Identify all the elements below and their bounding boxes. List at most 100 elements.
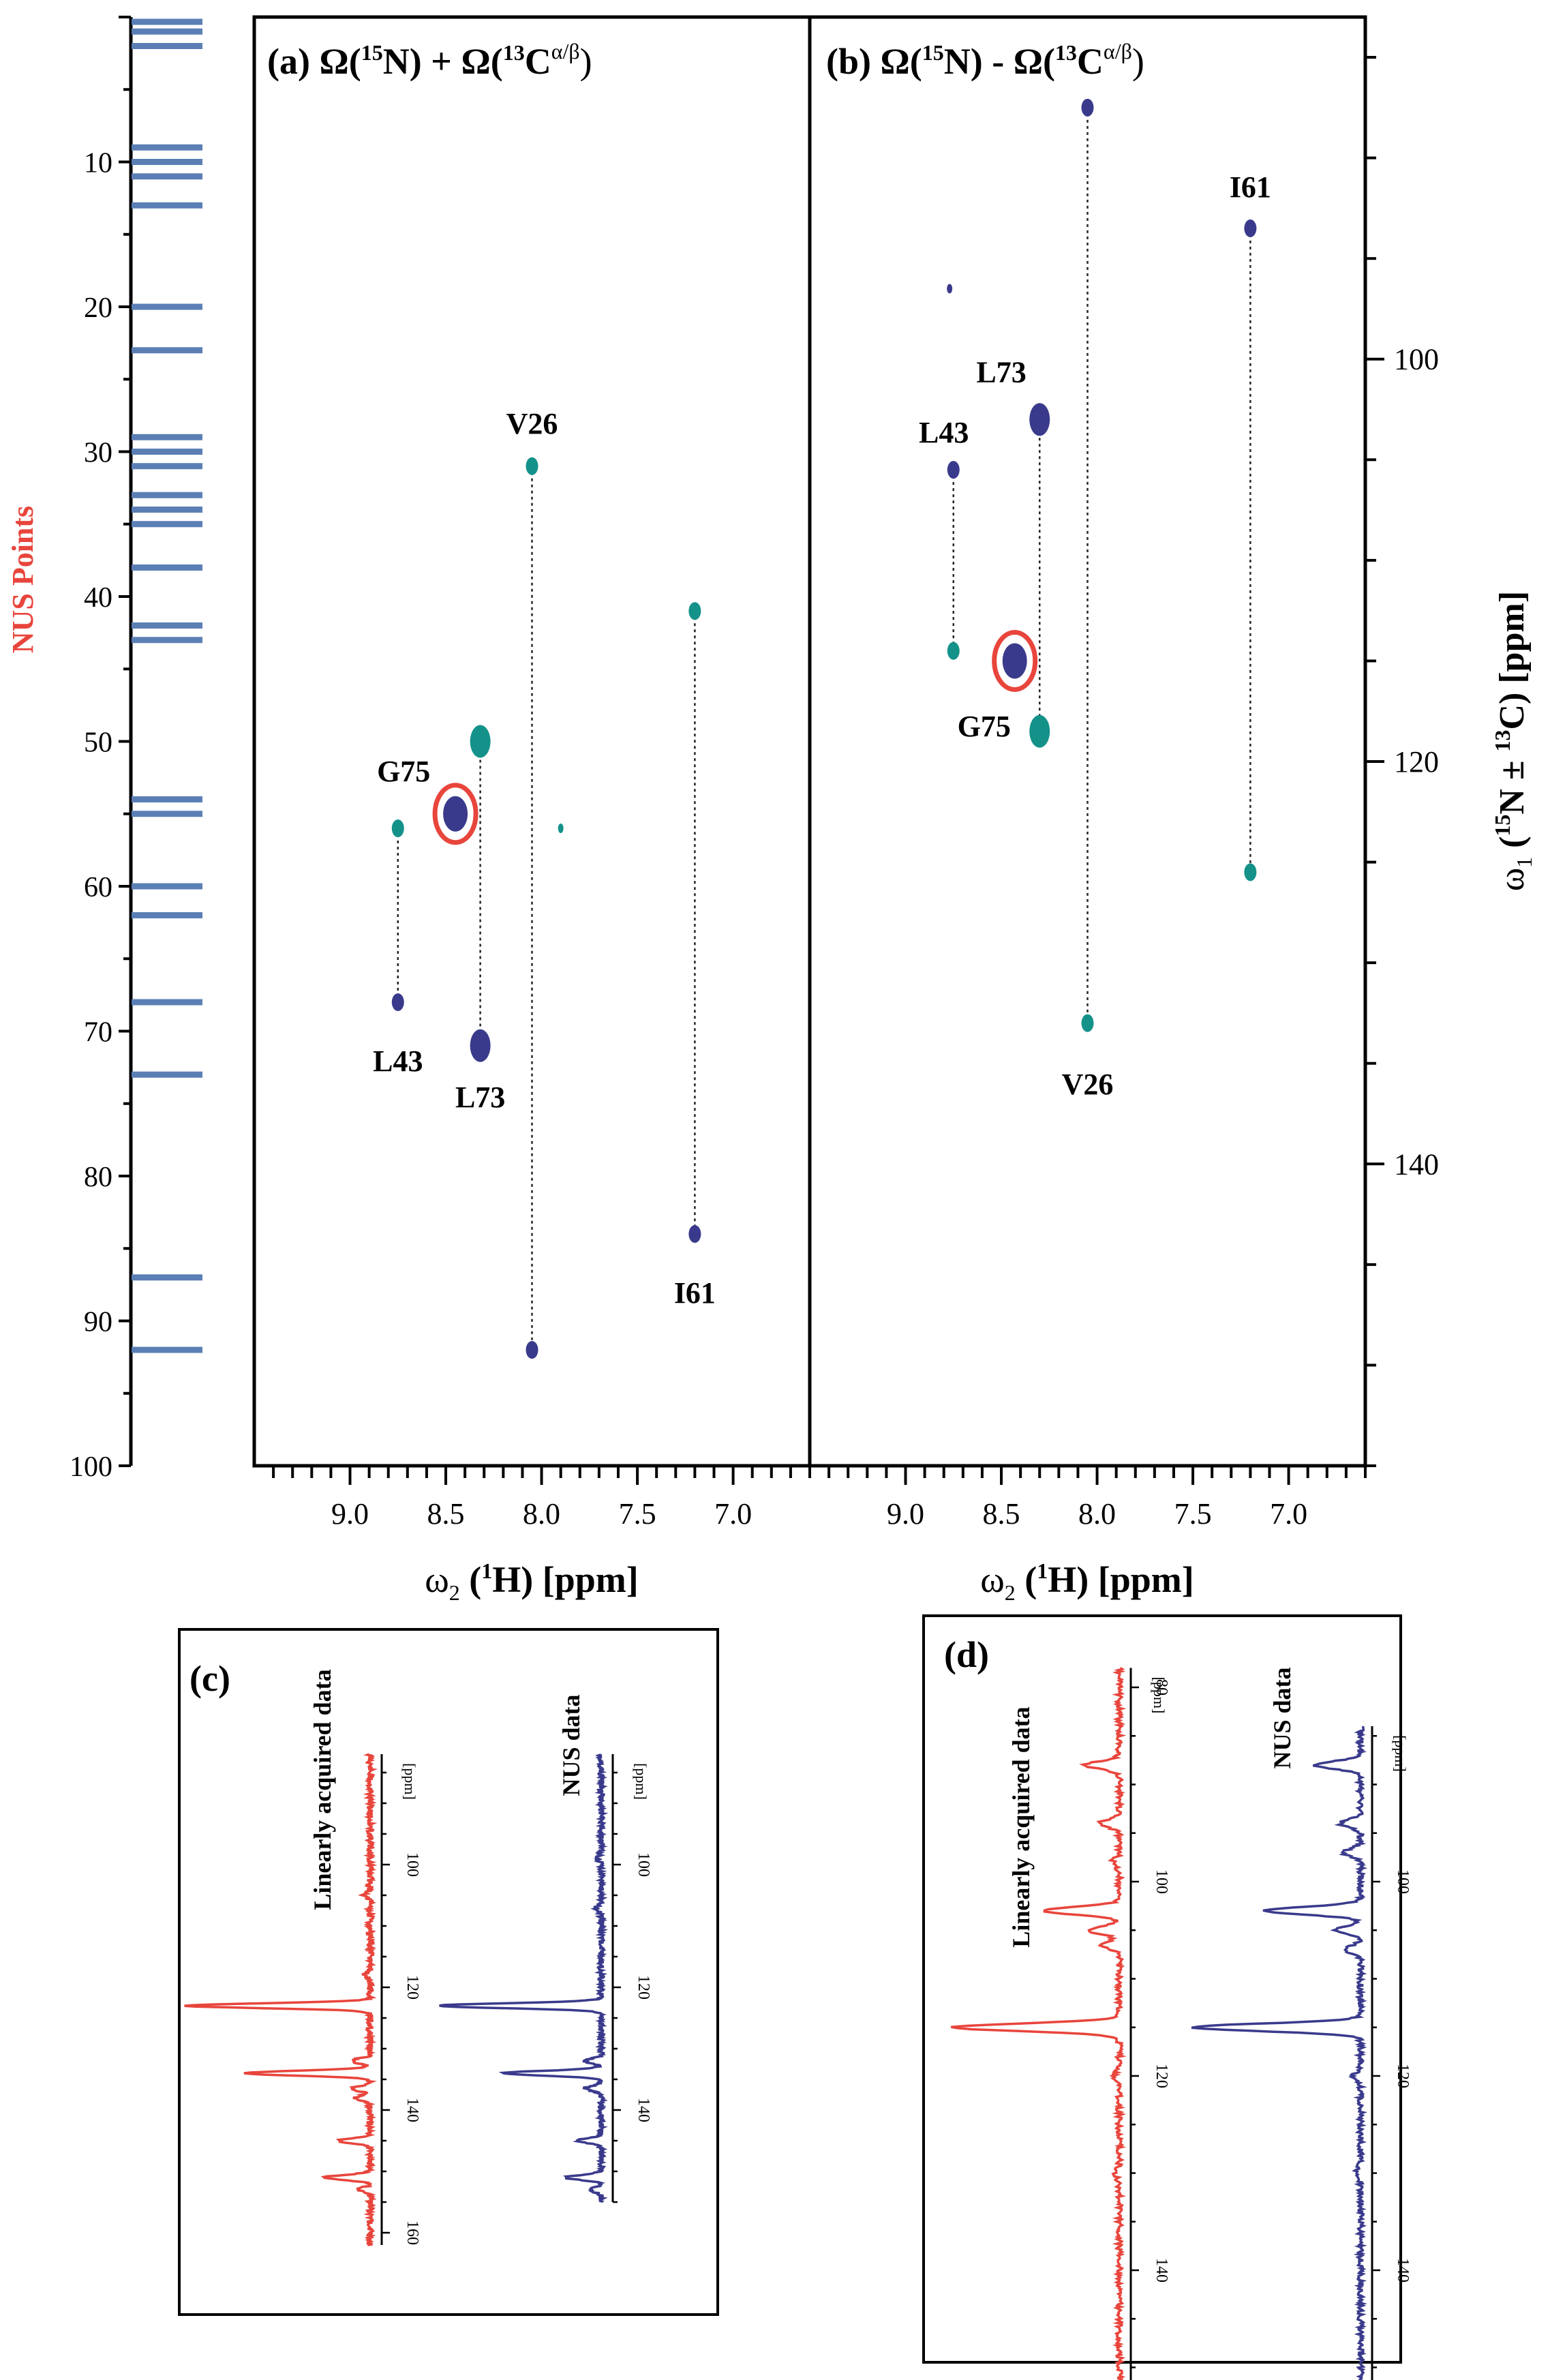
panel-d-nus-series-label: NUS data xyxy=(1268,1667,1296,1768)
nus-tick-label: 80 xyxy=(84,1162,112,1193)
panel-a-peak-label-v26: V26 xyxy=(506,407,558,440)
panel-b-y-tick-label: 100 xyxy=(1394,343,1439,376)
panel-d-linear-tick-label: 100 xyxy=(1153,1869,1170,1894)
panel-b-x-tick-label: 8.5 xyxy=(983,1497,1020,1531)
nus-tick-label: 10 xyxy=(84,148,112,179)
panel-d-plot: 80100120140160[ppm]Linearly acquired dat… xyxy=(950,1667,1412,2380)
nus-tick-label: 40 xyxy=(84,582,112,614)
panel-b-peak-v26 xyxy=(1081,98,1094,117)
panel-b-xlabel-sup: 1 xyxy=(1037,1558,1048,1583)
panel-a-xlabel-part2: H) [ppm] xyxy=(492,1559,639,1600)
nus-tick-label: 90 xyxy=(84,1307,112,1338)
panel-d-nus-unit-label: [ppm] xyxy=(1392,1735,1409,1772)
panel-a-peak-label-g75: G75 xyxy=(377,755,430,788)
panel-d-linear-tick-label: 140 xyxy=(1153,2258,1170,2283)
panel-d-frame xyxy=(922,1614,1402,2364)
panel-a-peak-label-l73: L73 xyxy=(455,1081,505,1114)
panel-a-xlabel-omega: ω xyxy=(425,1559,449,1600)
panel-a-title-part4: ) xyxy=(580,41,592,82)
panel-a-peak-l43 xyxy=(391,993,404,1011)
panel-b-x-tick-label: 7.0 xyxy=(1270,1497,1307,1531)
panel-c-frame xyxy=(178,1628,719,2316)
panel-d-nus-trace xyxy=(1191,1726,1368,2380)
panel-b-peak-l43 xyxy=(947,461,960,479)
panel-b-peak-artifact xyxy=(947,284,953,294)
nus-tick-label: 30 xyxy=(84,438,112,469)
panel-b-title-part4: ) xyxy=(1132,41,1144,82)
panel-a-peak-l73 xyxy=(470,1029,491,1062)
panel-c-nus-tick-label: 100 xyxy=(635,1852,652,1877)
panel-a-x-tick-label: 8.0 xyxy=(523,1497,560,1531)
panel-d-linear-trace xyxy=(950,1667,1127,2380)
panel-d-nus-tick-label: 100 xyxy=(1394,1869,1412,1894)
panel-b-peak-l43 xyxy=(947,642,960,660)
panel-c-linear-series-label: Linearly acquired data xyxy=(309,1669,336,1910)
panel-b-xlabel: ω2 (1H) [ppm] xyxy=(980,1558,1194,1605)
panel-a-xlabel: ω2 (1H) [ppm] xyxy=(425,1558,639,1605)
nus-tick-label: 70 xyxy=(84,1017,112,1049)
panel-b-ylabel-omega: ω xyxy=(1493,868,1532,891)
nus-axis-label: NUS Points xyxy=(6,506,40,653)
panel-b-y-tick-label: 140 xyxy=(1394,1147,1439,1181)
panel-b-ylabel-part3: C) [ppm] xyxy=(1493,591,1532,730)
panel-b-x-tick-label: 7.5 xyxy=(1174,1497,1212,1531)
panel-c-linear-tick-label: 120 xyxy=(404,1975,421,2000)
panel-a-peak-l43 xyxy=(391,819,404,837)
panel-d-linear-tick-label: 80 xyxy=(1153,1679,1170,1696)
nus-tick-label: 20 xyxy=(84,292,112,324)
panel-a-title-part3: C xyxy=(525,41,551,82)
panel-b-title-sup3: α/β xyxy=(1104,39,1132,63)
panel-c-nus-tick-label: 140 xyxy=(635,2098,652,2122)
panel-b-peak-label-v26: V26 xyxy=(1062,1068,1114,1101)
panel-c-linear-tick-label: 160 xyxy=(404,2220,421,2245)
panel-b-frame xyxy=(808,15,1367,1468)
panel-b-peak-l73 xyxy=(1029,403,1050,436)
panel-b-ylabel-sup1: 15 xyxy=(1490,815,1515,837)
panel-a-peak-v26 xyxy=(526,1341,538,1359)
panel-b-peak-g75 xyxy=(1002,643,1027,679)
panel-b-peak-v26 xyxy=(1081,1014,1094,1032)
panel-a-peak-l73 xyxy=(470,725,491,758)
panel-a-title-part2: N) + Ω( xyxy=(383,41,503,82)
panel-a-peak-label-l43: L43 xyxy=(373,1044,423,1078)
panel-c-plot: 100 120 140 160 [ppm] Linearly acquired data 1… xyxy=(184,1669,652,2246)
panel-a-highlight-circle xyxy=(432,783,478,845)
panel-b-xlabel-part2: H) [ppm] xyxy=(1048,1559,1194,1600)
panel-d-linear-unit-label: [ppm] xyxy=(1151,1677,1168,1714)
panel-b-peak-label-l73: L73 xyxy=(976,355,1026,389)
nus-tick-label: 60 xyxy=(84,872,112,903)
panel-a-x-tick-label: 9.0 xyxy=(331,1497,369,1531)
panel-c-linear-unit-label: [ppm] xyxy=(401,1763,419,1800)
nus-tick-label: 100 xyxy=(70,1451,112,1483)
panel-c-nus-tick-label: 120 xyxy=(635,1975,652,2000)
panel-b-x-tick-label: 8.0 xyxy=(1078,1497,1116,1531)
panel-b-title-part1: (b) Ω( xyxy=(826,41,922,82)
panel-b-highlight-circle xyxy=(992,629,1038,692)
panel-d-nus-tick-label: 120 xyxy=(1394,2064,1412,2088)
panel-a-title: (a) Ω(15N) + Ω(13Cα/β) xyxy=(267,39,592,82)
panel-b-right-axis: 100 120 140 xyxy=(1365,56,1439,1467)
panel-b-title: (b) Ω(15N) - Ω(13Cα/β) xyxy=(826,39,1144,82)
panel-a-xlabel-sub: 2 xyxy=(449,1580,460,1605)
panel-b-title-part2: N) - Ω( xyxy=(944,41,1055,82)
panel-b-peak-l73 xyxy=(1029,714,1050,748)
panel-b-ylabel-part1: ( xyxy=(1493,837,1532,857)
panel-b-x-tick-label: 9.0 xyxy=(887,1497,924,1531)
panel-a-title-sup2: 13 xyxy=(503,40,525,65)
nus-points-panel: 10 20 30 40 50 60 70 80 90 100 NUS Points xyxy=(6,16,202,1483)
panel-a-title-sup3: α/β xyxy=(551,39,580,63)
panel-b-peak-label-l43: L43 xyxy=(919,416,969,449)
panel-a-title-sup1: 15 xyxy=(361,40,383,65)
panel-a-x-tick-label: 8.5 xyxy=(427,1497,465,1531)
panel-a-plot: 9.0 8.5 8.0 7.5 7.0 V26 I61 G75 L73 L43 xyxy=(272,407,811,1531)
panel-c-linear-trace xyxy=(184,1753,378,2246)
nus-ticks: 10 20 30 40 50 60 70 80 90 100 xyxy=(70,16,131,1483)
panel-a-peak-artifact xyxy=(558,824,564,833)
panel-c-nus-unit-label: [ppm] xyxy=(633,1763,650,1800)
panel-d-linear-series-label: Linearly acquired data xyxy=(1007,1706,1035,1947)
panel-a-peak-i61 xyxy=(688,1225,701,1243)
panel-a-peak-label-i61: I61 xyxy=(674,1276,716,1310)
panel-c-linear-tick-label: 100 xyxy=(404,1852,421,1877)
